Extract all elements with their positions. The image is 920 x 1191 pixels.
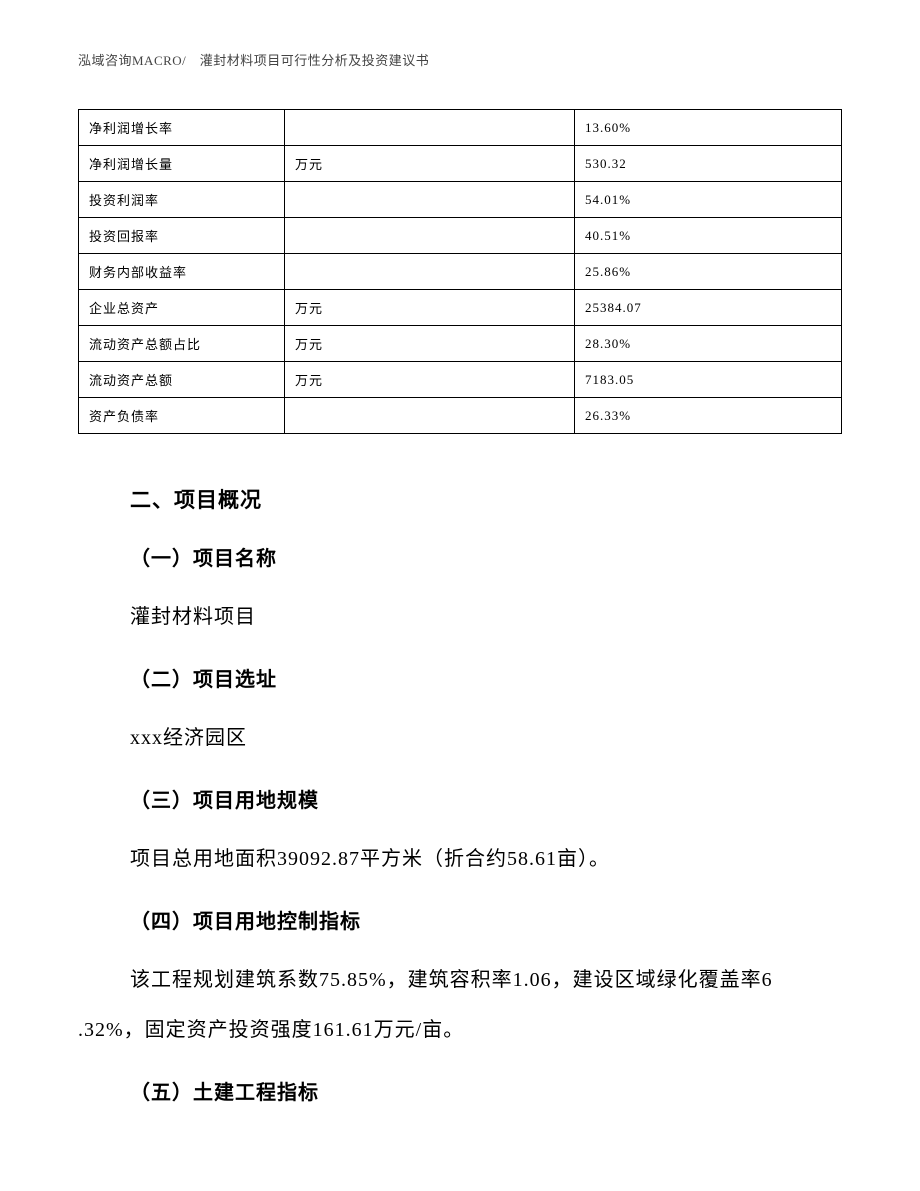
table-row: 资产负债率 26.33% [79, 398, 842, 434]
cell-label: 资产负债率 [79, 398, 285, 434]
cell-value: 26.33% [574, 398, 841, 434]
cell-unit: 万元 [285, 146, 575, 182]
body-text-1: 灌封材料项目 [130, 597, 842, 637]
table-row: 投资利润率 54.01% [79, 182, 842, 218]
cell-label: 净利润增长量 [79, 146, 285, 182]
table-body: 净利润增长率 13.60% 净利润增长量 万元 530.32 投资利润率 54.… [79, 110, 842, 434]
financial-table: 净利润增长率 13.60% 净利润增长量 万元 530.32 投资利润率 54.… [78, 109, 842, 434]
cell-label: 企业总资产 [79, 290, 285, 326]
body-text-3: 项目总用地面积39092.87平方米（折合约58.61亩）。 [78, 839, 842, 879]
table-row: 企业总资产 万元 25384.07 [79, 290, 842, 326]
cell-label: 流动资产总额 [79, 362, 285, 398]
sub-heading-4: （四）项目用地控制指标 [130, 905, 842, 934]
cell-label: 投资回报率 [79, 218, 285, 254]
cell-unit [285, 218, 575, 254]
cell-value: 13.60% [574, 110, 841, 146]
cell-value: 7183.05 [574, 362, 841, 398]
body-text-4-line1: 该工程规划建筑系数75.85%，建筑容积率1.06，建设区域绿化覆盖率6 [78, 960, 842, 1000]
table-row: 投资回报率 40.51% [79, 218, 842, 254]
table-row: 净利润增长量 万元 530.32 [79, 146, 842, 182]
sub-heading-3: （三）项目用地规模 [130, 784, 842, 813]
cell-unit: 万元 [285, 290, 575, 326]
sub-heading-5: （五）土建工程指标 [130, 1076, 842, 1105]
cell-value: 54.01% [574, 182, 841, 218]
cell-value: 25.86% [574, 254, 841, 290]
cell-unit [285, 254, 575, 290]
cell-label: 流动资产总额占比 [79, 326, 285, 362]
sub-heading-1: （一）项目名称 [130, 542, 842, 571]
cell-value: 28.30% [574, 326, 841, 362]
body-text-2: xxx经济园区 [130, 718, 842, 758]
table-row: 流动资产总额 万元 7183.05 [79, 362, 842, 398]
cell-unit [285, 182, 575, 218]
body-text-4-line2: .32%，固定资产投资强度161.61万元/亩。 [78, 1010, 842, 1050]
page-content: 泓域咨询MACRO/ 灌封材料项目可行性分析及投资建议书 净利润增长率 13.6… [0, 0, 920, 1191]
cell-unit: 万元 [285, 362, 575, 398]
cell-unit: 万元 [285, 326, 575, 362]
section-heading-main: 二、项目概况 [130, 484, 842, 514]
page-header: 泓域咨询MACRO/ 灌封材料项目可行性分析及投资建议书 [78, 50, 842, 69]
sub-heading-2: （二）项目选址 [130, 663, 842, 692]
cell-value: 25384.07 [574, 290, 841, 326]
cell-label: 财务内部收益率 [79, 254, 285, 290]
table-row: 净利润增长率 13.60% [79, 110, 842, 146]
cell-value: 40.51% [574, 218, 841, 254]
cell-label: 投资利润率 [79, 182, 285, 218]
cell-unit [285, 398, 575, 434]
table-row: 流动资产总额占比 万元 28.30% [79, 326, 842, 362]
table-row: 财务内部收益率 25.86% [79, 254, 842, 290]
cell-label: 净利润增长率 [79, 110, 285, 146]
cell-value: 530.32 [574, 146, 841, 182]
cell-unit [285, 110, 575, 146]
